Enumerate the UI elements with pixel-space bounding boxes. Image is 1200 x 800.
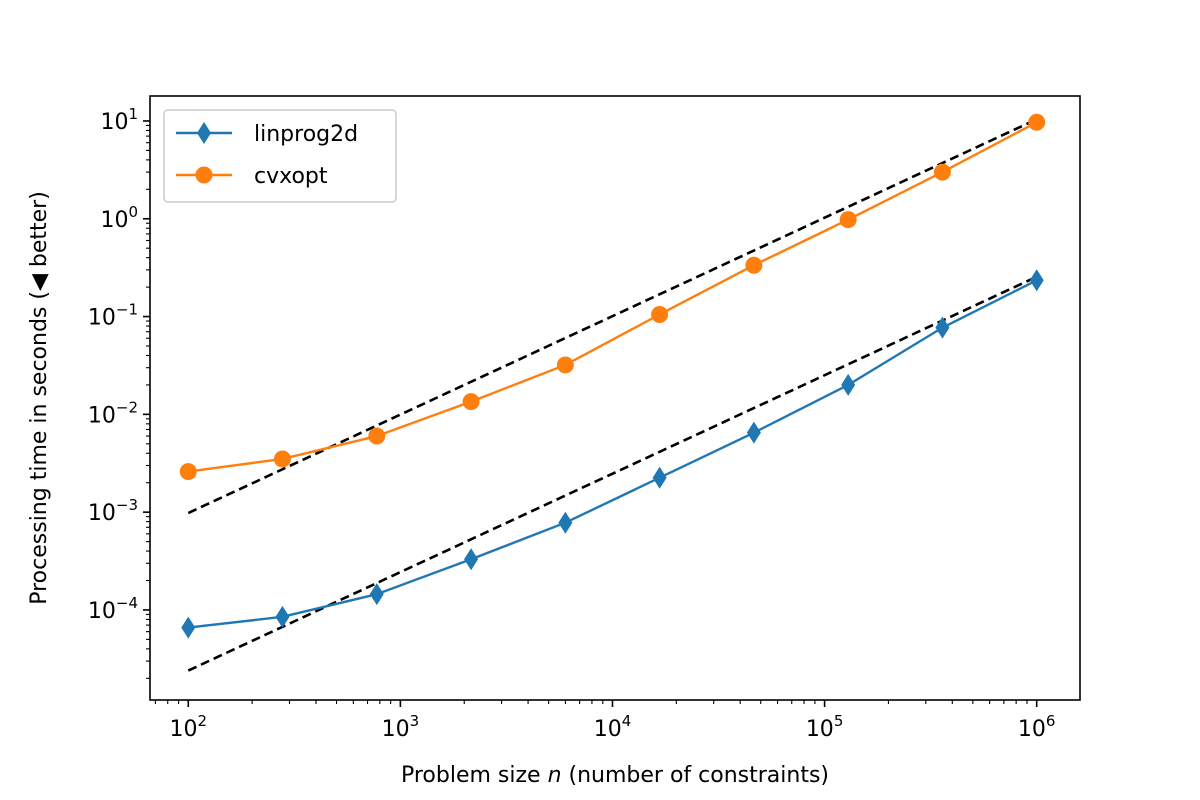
data-point	[935, 316, 950, 339]
data-point	[464, 548, 479, 571]
series-line	[188, 279, 1038, 629]
x-tick-label: 106	[1018, 712, 1056, 742]
data-point	[369, 583, 384, 606]
x-tick-label: 102	[170, 712, 208, 742]
data-point	[839, 211, 857, 229]
x-tick-label: 104	[594, 712, 632, 742]
major-ticks	[143, 120, 1038, 707]
data-point	[933, 163, 951, 181]
y-tick-label: 100	[100, 203, 138, 233]
data-point	[179, 463, 197, 481]
series-line	[188, 121, 1038, 473]
data-point	[1029, 269, 1044, 292]
legend-label: linprog2d	[254, 122, 358, 147]
data-point	[841, 373, 856, 396]
data-point	[275, 605, 290, 628]
y-axis-label: Processing time in seconds (◀ better)	[27, 191, 52, 605]
y-tick-label: 10−3	[88, 496, 138, 526]
data-point	[651, 305, 669, 323]
series-cvxopt	[179, 113, 1046, 481]
reference-line	[187, 275, 1038, 672]
x-tick-label: 105	[806, 712, 844, 742]
data-point	[181, 616, 196, 639]
data-point	[745, 256, 763, 274]
tick-labels: 102 103 104 105 106 10−4 10−3 10−2 10−1 100 101	[88, 105, 1056, 742]
data-point	[652, 466, 667, 489]
data-point	[558, 511, 573, 534]
y-tick-label: 10−1	[88, 301, 138, 331]
x-tick-label: 103	[382, 712, 420, 742]
legend: linprog2d cvxopt	[163, 109, 397, 203]
legend-entries: linprog2d cvxopt	[176, 122, 358, 189]
data-point	[462, 393, 480, 411]
y-tick-label: 101	[100, 105, 138, 135]
y-tick-label: 10−4	[88, 594, 138, 624]
data-point	[1028, 113, 1046, 131]
data-point	[368, 427, 386, 445]
plot-area	[179, 113, 1046, 672]
legend-marker	[197, 122, 211, 144]
series-linprog2d	[181, 269, 1044, 639]
y-tick-label: 10−2	[88, 398, 138, 428]
legend-entry: linprog2d	[176, 122, 358, 147]
x-axis-label: Problem size n (number of constraints)	[401, 763, 829, 788]
data-point	[556, 356, 574, 374]
data-point	[273, 450, 291, 468]
axes-frame	[149, 95, 1081, 701]
legend-marker	[195, 166, 213, 184]
legend-entry: cvxopt	[176, 164, 328, 189]
legend-label: cvxopt	[254, 164, 328, 189]
data-point	[746, 421, 761, 444]
